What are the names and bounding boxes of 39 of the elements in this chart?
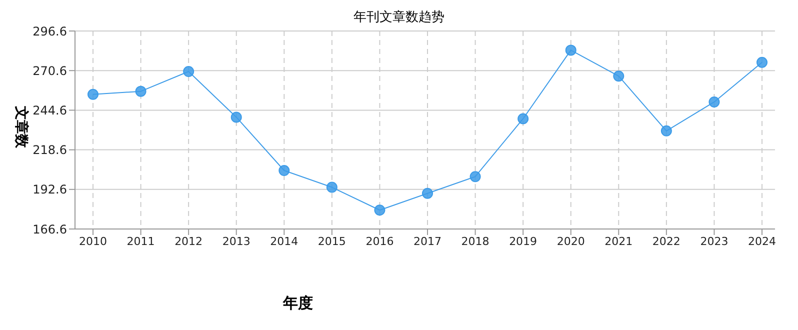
point <box>756 56 768 68</box>
x-tick-label: 2011 <box>126 234 155 248</box>
point <box>326 182 338 193</box>
point <box>613 70 624 82</box>
x-tick-label: 2021 <box>604 234 633 248</box>
point <box>183 66 194 78</box>
x-tick-label: 2012 <box>174 234 203 248</box>
x-tick-label: 2019 <box>509 234 538 248</box>
x-tick-label: 2013 <box>222 234 250 248</box>
point <box>660 125 672 136</box>
y-tick-label: 218.6 <box>32 143 67 158</box>
y-tick-label: 244.6 <box>32 103 67 118</box>
y-axis-title: 文章数 <box>12 105 30 150</box>
y-tick-label: 296.6 <box>32 24 67 38</box>
x-tick-label: 2015 <box>318 234 346 248</box>
x-tick-label: 2022 <box>652 234 680 248</box>
point <box>470 171 481 182</box>
y-tick-label: 166.6 <box>32 222 67 236</box>
point <box>88 88 98 100</box>
point <box>374 204 386 216</box>
point <box>230 112 242 123</box>
point <box>278 165 290 176</box>
y-tick-label: 192.6 <box>32 182 67 197</box>
x-axis-title: 年度 <box>282 294 314 313</box>
point <box>708 96 720 108</box>
point <box>135 86 146 97</box>
x-tick-label: 2010 <box>79 234 107 248</box>
x-tick-label: 2020 <box>556 234 585 248</box>
point <box>518 113 529 124</box>
x-tick-label: 2024 <box>748 234 776 248</box>
point <box>422 188 433 199</box>
y-tick-label: 270.6 <box>32 64 67 78</box>
x-tick-label: 2017 <box>414 234 442 248</box>
chart-title: 年刊文章数趋势 <box>352 9 446 26</box>
x-tick-label: 2018 <box>461 234 490 248</box>
point <box>565 44 576 56</box>
x-tick-label: 2016 <box>366 234 394 248</box>
x-tick-label: 2023 <box>700 234 728 248</box>
x-tick-label: 2014 <box>270 234 298 248</box>
